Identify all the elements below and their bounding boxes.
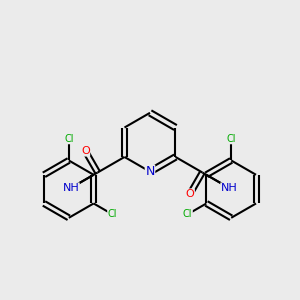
Text: N: N [145,165,155,178]
Text: O: O [186,189,194,199]
Text: Cl: Cl [183,209,192,219]
Text: NH: NH [62,183,79,193]
Text: Cl: Cl [64,134,74,144]
Text: Cl: Cl [226,134,236,144]
Text: Cl: Cl [108,209,117,219]
Text: NH: NH [221,183,238,193]
Text: O: O [81,146,90,156]
